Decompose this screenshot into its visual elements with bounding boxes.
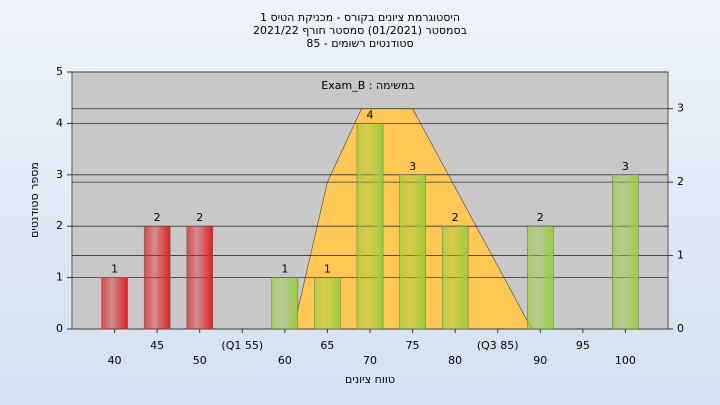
bar-value-label: 2	[452, 211, 459, 224]
x-tick-label: 90	[533, 354, 547, 367]
bar-value-label: 1	[111, 263, 118, 276]
y-tick-label: 2	[56, 219, 63, 232]
x-axis-label: טווח ציונים	[345, 373, 395, 386]
x-tick-label: (Q1 55)	[221, 339, 263, 352]
y-tick-label: 4	[56, 116, 63, 129]
x-tick-label: 65	[320, 339, 334, 352]
x-tick-label: 80	[448, 354, 462, 367]
bar	[314, 277, 341, 330]
y2-tick-label: 0	[677, 322, 684, 335]
x-tick-label: 45	[150, 339, 164, 352]
y2-tick-label: 1	[677, 249, 684, 262]
y-tick-label: 5	[56, 65, 63, 78]
bar-value-label: 2	[537, 211, 544, 224]
x-tick-label: 70	[363, 354, 377, 367]
chart-title: היסטוגרמת ציונים בקורס - מכניקת הטיס 1	[260, 11, 460, 24]
bar	[399, 174, 426, 330]
y-tick-label: 3	[56, 168, 63, 181]
x-tick-label: (Q3 85)	[477, 339, 519, 352]
bar-value-label: 3	[409, 160, 416, 173]
x-tick-label: 95	[576, 339, 590, 352]
x-tick-label: 60	[278, 354, 292, 367]
y-tick-label: 1	[56, 271, 63, 284]
bar	[271, 277, 299, 330]
chart-title: בסמסטר (01/2021) סמסטר חורף 2021/22	[253, 24, 467, 37]
bar-value-label: 1	[324, 263, 331, 276]
bar-value-label: 2	[196, 211, 203, 224]
chart-title: סטודנטים רשומים - 85	[306, 37, 413, 50]
bar-value-label: 2	[154, 211, 161, 224]
y-tick-label: 0	[56, 322, 63, 335]
x-tick-label: 50	[193, 354, 207, 367]
bar	[356, 123, 384, 330]
bar	[186, 225, 213, 330]
annotation: במשימה : Exam_B	[321, 79, 414, 92]
x-tick-label: 100	[615, 354, 636, 367]
bar-value-label: 3	[622, 160, 629, 173]
y2-tick-label: 2	[677, 175, 684, 188]
y2-tick-label: 3	[677, 102, 684, 115]
x-tick-label: 40	[108, 354, 122, 367]
bar	[101, 277, 128, 330]
bar	[527, 225, 554, 330]
bar	[143, 225, 171, 330]
x-tick-label: 75	[406, 339, 420, 352]
bar	[612, 174, 639, 330]
bar-value-label: 4	[367, 108, 374, 121]
bar	[441, 225, 469, 330]
bar-value-label: 1	[281, 263, 288, 276]
y-axis-label: מספר סטודנטים	[28, 162, 41, 238]
